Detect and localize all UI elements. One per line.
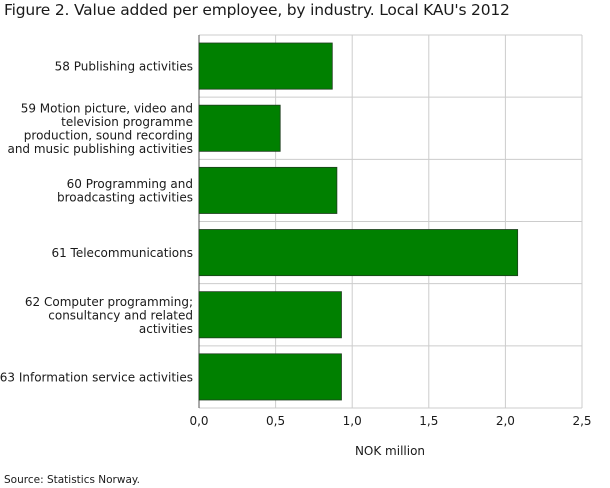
category-label: 58 Publishing activities bbox=[55, 60, 193, 74]
x-axis-label: NOK million bbox=[355, 444, 425, 458]
x-tick-label: 0,5 bbox=[266, 414, 285, 428]
x-tick-label: 0,0 bbox=[189, 414, 208, 428]
bar bbox=[198, 104, 281, 152]
bar bbox=[198, 42, 333, 90]
category-label: 59 Motion picture, video and television p… bbox=[7, 102, 193, 157]
source-note: Source: Statistics Norway. bbox=[4, 474, 140, 486]
category-label: 62 Computer programming; consultancy and … bbox=[25, 295, 193, 336]
gridlines bbox=[198, 34, 583, 409]
x-tick-label: 2,0 bbox=[496, 414, 515, 428]
x-tick-label: 1,0 bbox=[343, 414, 362, 428]
x-tick-labels: 0,0 0,5 1,0 1,5 2,0 2,5 bbox=[189, 414, 591, 428]
figure-title: Figure 2. Value added per employee, by i… bbox=[4, 1, 510, 19]
category-label: 63 Information service activities bbox=[0, 370, 193, 384]
x-tick-label: 1,5 bbox=[419, 414, 438, 428]
bar bbox=[198, 229, 519, 277]
bar bbox=[198, 166, 338, 214]
x-tick-label: 2,5 bbox=[572, 414, 591, 428]
category-labels: 58 Publishing activities 59 Motion pictur… bbox=[0, 60, 193, 385]
category-label: 61 Telecommunications bbox=[51, 246, 193, 260]
bar bbox=[198, 291, 342, 339]
category-label: 60 Programming and broadcasting activitie… bbox=[57, 177, 193, 205]
bars bbox=[198, 42, 519, 401]
bar bbox=[198, 353, 342, 401]
